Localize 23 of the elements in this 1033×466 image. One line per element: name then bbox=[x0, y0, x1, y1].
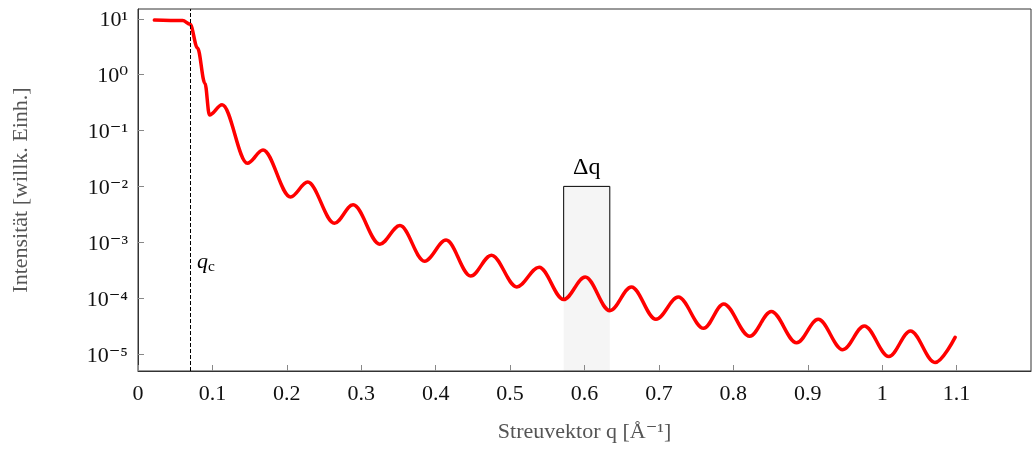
y-tick-label: 10⁻¹ bbox=[87, 118, 128, 144]
x-tick-label: 0.9 bbox=[794, 379, 822, 405]
x-tick-label: 1.1 bbox=[942, 379, 971, 405]
x-tick-label: 0.5 bbox=[496, 379, 524, 405]
y-tick-label: 10⁻⁵ bbox=[86, 341, 128, 367]
x-tick-label: 0.3 bbox=[347, 379, 375, 405]
x-tick-label: 1 bbox=[876, 379, 888, 405]
x-tick-label: 0.2 bbox=[273, 379, 301, 405]
line-series bbox=[152, 18, 957, 365]
x-axis-title: Streuvektor q [Å⁻¹] bbox=[497, 417, 672, 443]
x-tick-label: 0.7 bbox=[645, 379, 673, 405]
x-tick-label: 0.8 bbox=[719, 379, 748, 405]
y-tick-label: 10⁻³ bbox=[87, 229, 129, 255]
x-tick-label: 0.4 bbox=[421, 379, 450, 405]
y-axis-title: Intensität [willk. Einh.] bbox=[6, 87, 32, 293]
y-tick-label: 10⁻⁴ bbox=[86, 285, 129, 311]
y-tick-label: 10⁰ bbox=[97, 62, 129, 88]
band-label: Δq bbox=[573, 153, 601, 180]
y-tick-label: 10⁻² bbox=[87, 174, 129, 200]
x-tick-label: 0.1 bbox=[198, 379, 227, 405]
y-tick-label: 10¹ bbox=[99, 6, 128, 32]
x-tick-label: 0.6 bbox=[570, 379, 599, 405]
x-tick-label: 0 bbox=[132, 379, 144, 405]
